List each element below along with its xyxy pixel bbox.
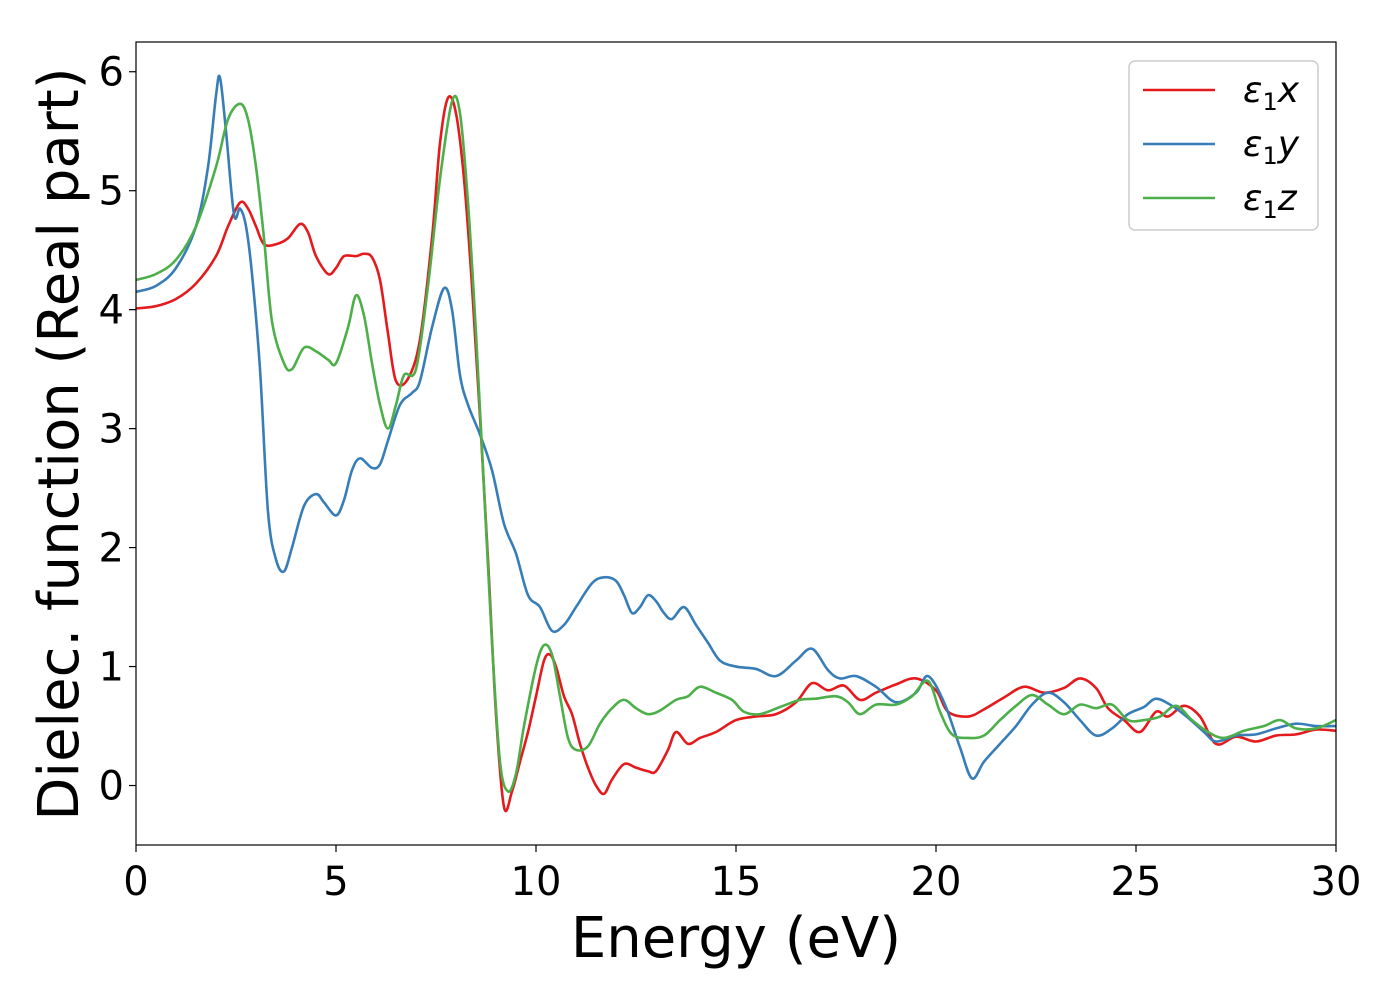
y-axis-title: Dielec. function (Real part) xyxy=(27,67,92,820)
y-tick-label: 5 xyxy=(99,169,124,215)
y-tick-label: 2 xyxy=(99,526,124,572)
legend: ε1x ε1y ε1z xyxy=(1128,60,1319,231)
x-tick-label: 5 xyxy=(323,859,348,905)
legend-label-z: ε1z xyxy=(1243,178,1298,224)
x-tick-label: 15 xyxy=(711,859,762,905)
y-tick-label: 1 xyxy=(99,645,124,691)
y-tick-label: 4 xyxy=(99,288,124,334)
legend-box xyxy=(1128,60,1319,231)
x-axis-ticks: 0 5 10 15 20 25 30 xyxy=(123,845,1361,905)
legend-label-y: ε1y xyxy=(1243,124,1300,170)
legend-label-x: ε1x xyxy=(1243,70,1300,116)
y-tick-label: 3 xyxy=(99,407,124,453)
x-tick-label: 30 xyxy=(1311,859,1362,905)
series-line-y xyxy=(136,74,1336,780)
y-tick-label: 6 xyxy=(99,50,124,96)
x-tick-label: 20 xyxy=(911,859,962,905)
x-tick-label: 25 xyxy=(1111,859,1162,905)
x-tick-label: 10 xyxy=(511,859,562,905)
x-tick-label: 0 xyxy=(123,859,148,905)
x-axis-title: Energy (eV) xyxy=(571,906,901,971)
series-layer xyxy=(136,74,1336,813)
series-line-z xyxy=(136,94,1336,794)
y-axis-ticks: 0 1 2 3 4 5 6 xyxy=(99,50,136,810)
y-tick-label: 0 xyxy=(99,764,124,810)
